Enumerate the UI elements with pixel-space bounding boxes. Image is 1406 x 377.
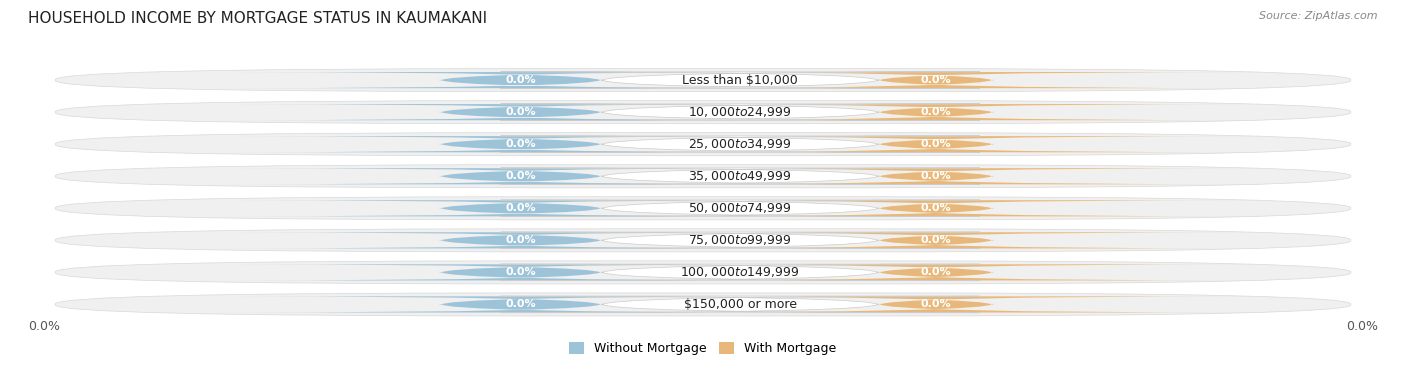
Text: 0.0%: 0.0% — [506, 299, 536, 310]
FancyBboxPatch shape — [224, 136, 818, 152]
Text: 0.0%: 0.0% — [506, 235, 536, 245]
Text: 0.0%: 0.0% — [921, 203, 950, 213]
FancyBboxPatch shape — [616, 72, 1257, 88]
Text: Source: ZipAtlas.com: Source: ZipAtlas.com — [1260, 11, 1378, 21]
Text: 0.0%: 0.0% — [1346, 320, 1378, 333]
FancyBboxPatch shape — [616, 168, 1257, 184]
Text: 0.0%: 0.0% — [921, 299, 950, 310]
FancyBboxPatch shape — [224, 72, 818, 88]
Text: 0.0%: 0.0% — [921, 171, 950, 181]
FancyBboxPatch shape — [224, 264, 818, 280]
FancyBboxPatch shape — [55, 165, 1351, 188]
FancyBboxPatch shape — [224, 200, 818, 216]
FancyBboxPatch shape — [224, 296, 818, 313]
Text: $150,000 or more: $150,000 or more — [683, 298, 797, 311]
Text: 0.0%: 0.0% — [506, 203, 536, 213]
Text: 0.0%: 0.0% — [506, 107, 536, 117]
FancyBboxPatch shape — [501, 168, 980, 185]
Text: 0.0%: 0.0% — [28, 320, 60, 333]
FancyBboxPatch shape — [616, 296, 1257, 313]
FancyBboxPatch shape — [501, 104, 980, 121]
FancyBboxPatch shape — [55, 261, 1351, 284]
Text: 0.0%: 0.0% — [921, 267, 950, 277]
FancyBboxPatch shape — [55, 69, 1351, 92]
FancyBboxPatch shape — [55, 101, 1351, 124]
Text: 0.0%: 0.0% — [506, 139, 536, 149]
FancyBboxPatch shape — [616, 264, 1257, 280]
Text: $10,000 to $24,999: $10,000 to $24,999 — [689, 105, 792, 119]
FancyBboxPatch shape — [501, 200, 980, 217]
Text: $100,000 to $149,999: $100,000 to $149,999 — [681, 265, 800, 279]
FancyBboxPatch shape — [501, 232, 980, 249]
Text: 0.0%: 0.0% — [506, 171, 536, 181]
Text: $50,000 to $74,999: $50,000 to $74,999 — [689, 201, 792, 215]
FancyBboxPatch shape — [501, 264, 980, 281]
Text: 0.0%: 0.0% — [921, 139, 950, 149]
Text: HOUSEHOLD INCOME BY MORTGAGE STATUS IN KAUMAKANI: HOUSEHOLD INCOME BY MORTGAGE STATUS IN K… — [28, 11, 488, 26]
FancyBboxPatch shape — [616, 136, 1257, 152]
FancyBboxPatch shape — [501, 296, 980, 313]
FancyBboxPatch shape — [55, 133, 1351, 156]
FancyBboxPatch shape — [55, 197, 1351, 220]
FancyBboxPatch shape — [501, 136, 980, 153]
Text: 0.0%: 0.0% — [506, 75, 536, 85]
Text: Less than $10,000: Less than $10,000 — [682, 74, 799, 87]
Text: 0.0%: 0.0% — [506, 267, 536, 277]
FancyBboxPatch shape — [224, 232, 818, 248]
Text: 0.0%: 0.0% — [921, 75, 950, 85]
Text: 0.0%: 0.0% — [921, 107, 950, 117]
FancyBboxPatch shape — [224, 104, 818, 120]
Text: 0.0%: 0.0% — [921, 235, 950, 245]
FancyBboxPatch shape — [616, 200, 1257, 216]
Text: $75,000 to $99,999: $75,000 to $99,999 — [689, 233, 792, 247]
FancyBboxPatch shape — [501, 72, 980, 89]
FancyBboxPatch shape — [55, 229, 1351, 252]
FancyBboxPatch shape — [616, 232, 1257, 248]
FancyBboxPatch shape — [616, 104, 1257, 120]
Legend: Without Mortgage, With Mortgage: Without Mortgage, With Mortgage — [564, 337, 842, 360]
Text: $25,000 to $34,999: $25,000 to $34,999 — [689, 137, 792, 151]
Text: $35,000 to $49,999: $35,000 to $49,999 — [689, 169, 792, 183]
FancyBboxPatch shape — [224, 168, 818, 184]
FancyBboxPatch shape — [55, 293, 1351, 316]
